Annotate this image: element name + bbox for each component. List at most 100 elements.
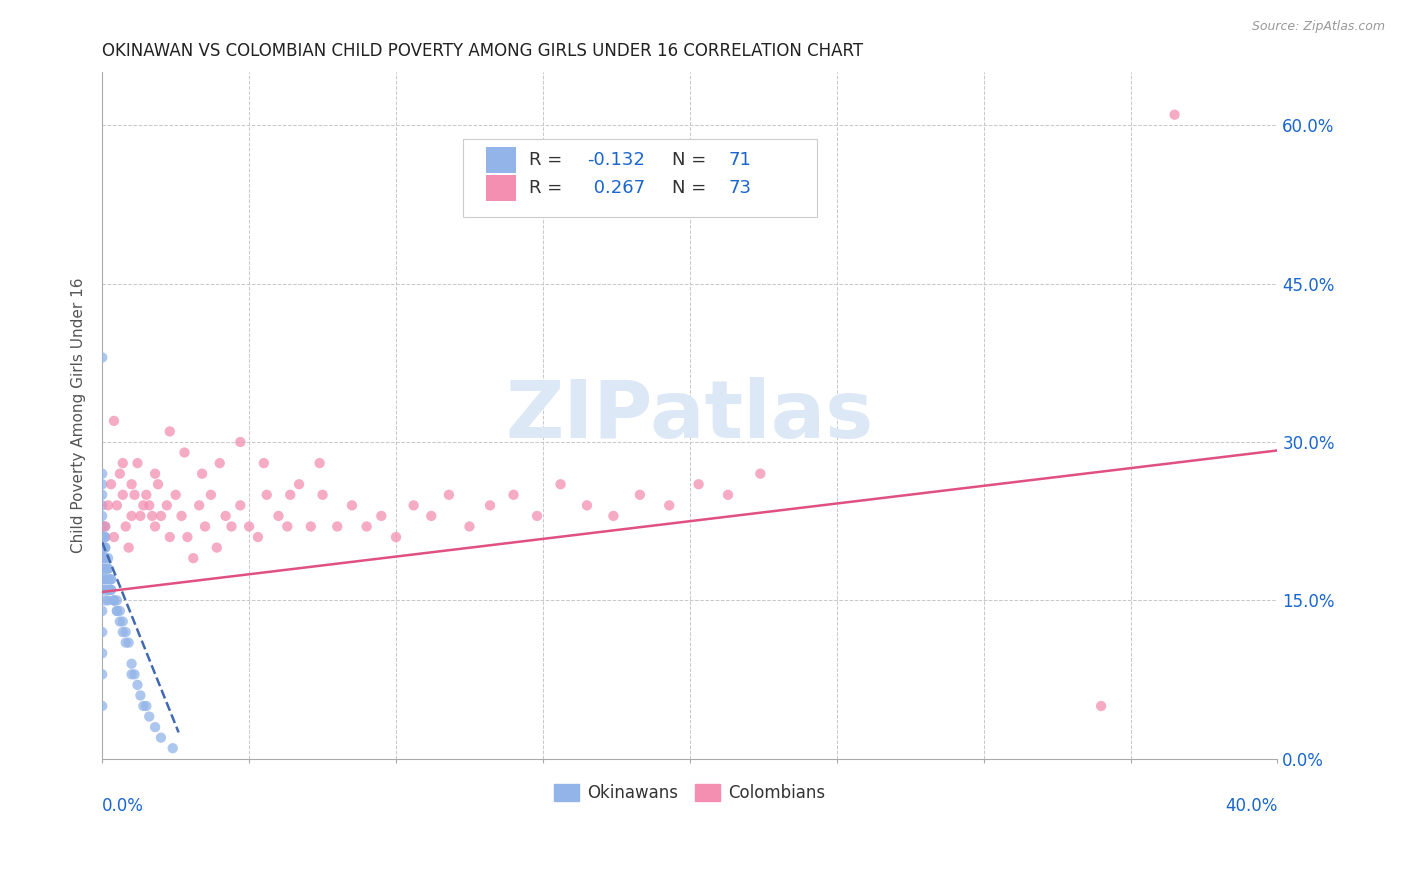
Legend: Okinawans, Colombians: Okinawans, Colombians [547, 777, 832, 809]
Point [299, 519, 322, 533]
Point [191, 467, 214, 481]
Point [91, 604, 114, 618]
Point [238, 519, 260, 533]
Point [118, 635, 141, 649]
Point [749, 467, 772, 481]
Point [103, 593, 125, 607]
Point [100, 582, 122, 597]
Point [1090, 698, 1112, 713]
Point [91, 488, 114, 502]
Point [575, 499, 598, 513]
Point [402, 499, 425, 513]
Point [91, 519, 114, 533]
Point [111, 625, 134, 640]
Point [103, 593, 125, 607]
Point [129, 508, 152, 523]
Point [288, 477, 311, 491]
Point [105, 604, 128, 618]
Point [194, 519, 217, 533]
Point [326, 519, 349, 533]
Point [91, 572, 114, 586]
Point [94, 572, 117, 586]
Point [1163, 108, 1185, 122]
FancyBboxPatch shape [486, 175, 516, 201]
Point [229, 499, 252, 513]
Point [308, 456, 330, 470]
Text: OKINAWAN VS COLOMBIAN CHILD POVERTY AMONG GIRLS UNDER 16 CORRELATION CHART: OKINAWAN VS COLOMBIAN CHILD POVERTY AMON… [103, 42, 863, 60]
Point [114, 625, 136, 640]
Point [311, 488, 333, 502]
Point [208, 456, 231, 470]
Point [111, 615, 134, 629]
Point [94, 519, 117, 533]
Point [100, 572, 122, 586]
Point [143, 519, 166, 533]
Text: N =: N = [672, 178, 713, 197]
Point [159, 530, 181, 544]
Point [97, 582, 120, 597]
Point [94, 541, 117, 555]
Point [121, 667, 143, 681]
Point [91, 582, 114, 597]
Point [105, 593, 128, 607]
Point [602, 508, 624, 523]
Point [165, 488, 187, 502]
Point [94, 551, 117, 566]
Point [91, 530, 114, 544]
Point [94, 530, 117, 544]
Point [246, 530, 269, 544]
Text: 71: 71 [728, 151, 751, 169]
Point [100, 477, 122, 491]
Point [173, 445, 195, 459]
Point [205, 541, 228, 555]
Point [105, 499, 128, 513]
Point [221, 519, 243, 533]
Point [97, 572, 120, 586]
Point [135, 488, 157, 502]
Point [94, 562, 117, 576]
Point [91, 667, 114, 681]
Text: 40.0%: 40.0% [1225, 797, 1278, 814]
Point [437, 488, 460, 502]
Point [127, 678, 149, 692]
Point [108, 467, 131, 481]
Text: ZIPatlas: ZIPatlas [506, 376, 875, 455]
Point [118, 541, 141, 555]
Point [111, 456, 134, 470]
FancyBboxPatch shape [486, 146, 516, 173]
Y-axis label: Child Poverty Among Girls Under 16: Child Poverty Among Girls Under 16 [72, 277, 86, 553]
Point [103, 530, 125, 544]
Point [91, 519, 114, 533]
Point [105, 604, 128, 618]
Point [143, 720, 166, 734]
Point [94, 582, 117, 597]
Point [91, 519, 114, 533]
Point [141, 508, 163, 523]
Point [94, 541, 117, 555]
Point [124, 667, 146, 681]
Point [385, 530, 408, 544]
Point [94, 593, 117, 607]
Point [278, 488, 301, 502]
Point [550, 477, 572, 491]
Point [121, 508, 143, 523]
Point [253, 456, 276, 470]
Text: -0.132: -0.132 [588, 151, 645, 169]
Point [91, 541, 114, 555]
Point [94, 541, 117, 555]
Point [94, 530, 117, 544]
Text: 73: 73 [728, 178, 752, 197]
Point [717, 488, 740, 502]
Text: 0.0%: 0.0% [103, 797, 143, 814]
Point [370, 508, 392, 523]
Point [121, 657, 143, 671]
Point [91, 541, 114, 555]
Point [91, 541, 114, 555]
Point [156, 499, 179, 513]
Point [97, 593, 120, 607]
Point [91, 477, 114, 491]
Point [103, 414, 125, 428]
Point [94, 551, 117, 566]
Point [658, 499, 681, 513]
Point [138, 709, 160, 723]
